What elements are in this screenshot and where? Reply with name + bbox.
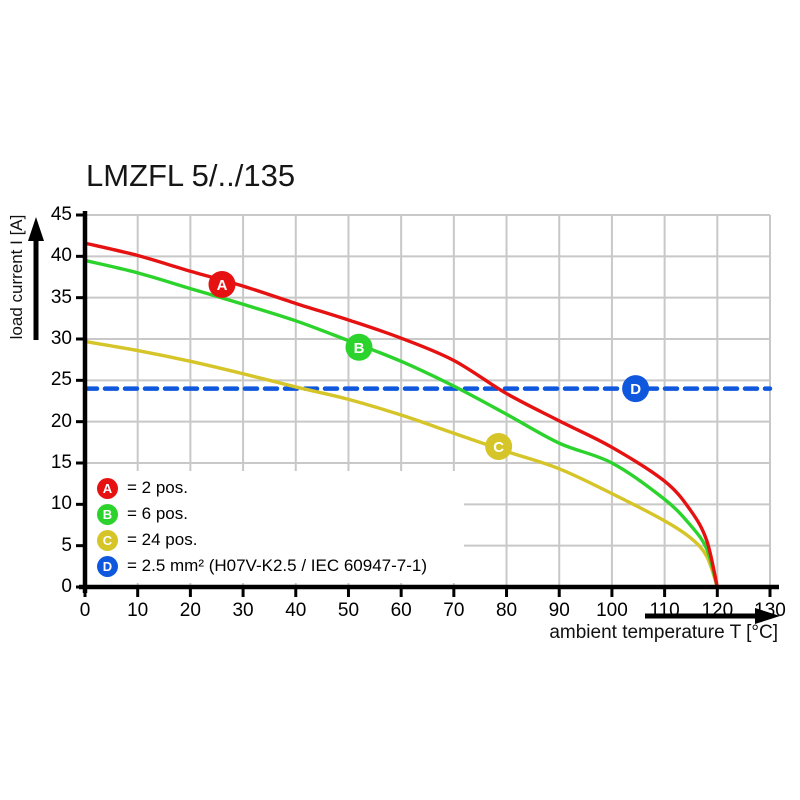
x-tick-label: 80 (495, 600, 518, 621)
legend-item-a: A = 2 pos. (97, 477, 188, 499)
y-tick-label: 35 (50, 286, 72, 308)
legend-label-c: = 24 pos. (127, 530, 198, 549)
curve-marker-c (485, 432, 513, 460)
y-axis-arrow-head-icon (28, 217, 44, 241)
y-tick-label: 25 (50, 369, 72, 391)
x-tick-label: 70 (443, 600, 465, 621)
x-tick-label: 120 (701, 600, 734, 621)
y-tick-label: 30 (50, 328, 72, 349)
legend-marker-b: B (97, 503, 118, 525)
legend-label-b: = 6 pos. (127, 504, 188, 523)
curve-marker-b (345, 333, 373, 361)
y-tick-label: 10 (50, 493, 72, 515)
legend-label-a: = 2 pos. (127, 478, 188, 497)
y-tick-label: 40 (50, 245, 72, 267)
y-tick-label: 0 (61, 576, 72, 597)
chart-title: LMZFL 5/../135 (86, 158, 296, 193)
x-axis-arrow-head-icon (755, 608, 780, 624)
legend-item-b: B = 6 pos. (97, 503, 188, 525)
y-axis-label: load current I [A] (7, 214, 26, 340)
curve-a (83, 241, 720, 589)
x-tick-label: 90 (548, 600, 570, 621)
curve-marker-a (208, 270, 236, 298)
curve-marker-letter-a: A (217, 277, 228, 294)
legend-marker-a: A (97, 477, 118, 499)
curve-marker-letter-d: D (630, 381, 641, 398)
legend-background (87, 471, 464, 583)
curve-marker-letter-c: C (493, 439, 504, 456)
curve-marker-letter-b: B (354, 340, 365, 357)
x-tick-label: 0 (79, 600, 91, 621)
y-tick-label: 5 (61, 534, 72, 556)
legend-marker-d: D (97, 555, 118, 577)
x-tick-label: 110 (649, 600, 680, 621)
y-tick-label: 45 (50, 204, 72, 225)
y-tick-label: 20 (50, 410, 72, 432)
legend-marker-c: C (97, 529, 118, 551)
y-tick-label: 15 (50, 452, 72, 473)
x-tick-label: 10 (127, 600, 149, 621)
x-tick-label: 60 (390, 600, 412, 621)
x-tick-label: 100 (596, 600, 628, 621)
legend-item-d: D = 2.5 mm² (H07V-K2.5 / IEC 60947-7-1) (97, 555, 427, 577)
legend-label-d: = 2.5 mm² (H07V-K2.5 / IEC 60947-7-1) (127, 556, 427, 575)
x-tick-label: 30 (232, 600, 254, 621)
curve-marker-d (622, 375, 650, 403)
x-tick-label: 40 (285, 600, 307, 621)
legend-item-c: C = 24 pos. (97, 529, 197, 551)
x-tick-label: 50 (337, 600, 360, 621)
curve-c (83, 339, 720, 589)
x-axis-label: ambient temperature T [°C] (549, 622, 778, 643)
x-tick-label: 130 (754, 600, 786, 621)
x-tick-label: 20 (179, 600, 201, 621)
curve-b (83, 258, 720, 589)
